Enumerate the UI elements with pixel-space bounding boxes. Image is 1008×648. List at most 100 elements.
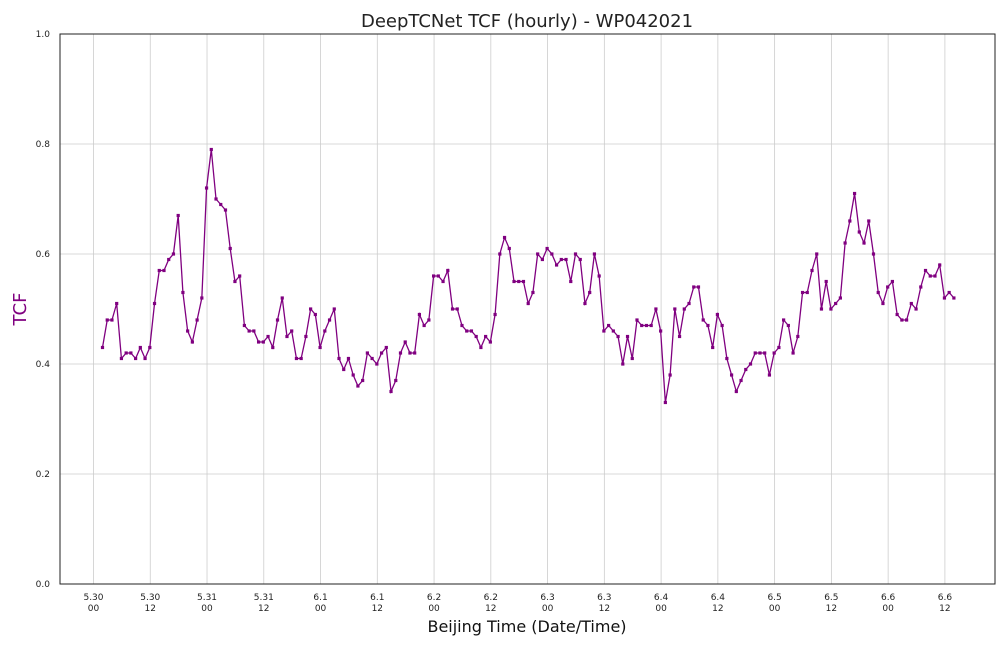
data-point bbox=[876, 290, 880, 295]
data-point bbox=[753, 351, 757, 355]
data-point bbox=[824, 279, 828, 284]
data-point bbox=[200, 296, 204, 300]
data-point bbox=[786, 323, 790, 328]
data-point bbox=[663, 400, 667, 405]
data-point bbox=[498, 252, 502, 256]
y-tick-label: 0.8 bbox=[36, 140, 51, 150]
data-point bbox=[942, 296, 947, 300]
data-point bbox=[668, 373, 672, 377]
data-point bbox=[758, 351, 762, 355]
data-point bbox=[493, 312, 497, 317]
data-point bbox=[134, 356, 138, 361]
x-tick-time: 00 bbox=[882, 604, 894, 614]
data-point bbox=[857, 230, 861, 234]
x-tick-time: 12 bbox=[712, 604, 723, 614]
data-point bbox=[517, 279, 521, 284]
data-point bbox=[256, 340, 261, 344]
tcf-series-line bbox=[101, 149, 955, 403]
data-point bbox=[625, 334, 630, 339]
data-point bbox=[706, 323, 710, 328]
data-point bbox=[323, 329, 327, 333]
x-tick-date: 6.5 bbox=[767, 593, 781, 603]
x-tick-time: 12 bbox=[372, 604, 383, 614]
data-point bbox=[644, 323, 649, 328]
data-point bbox=[938, 263, 942, 267]
data-point bbox=[129, 351, 133, 355]
data-point bbox=[583, 301, 587, 306]
data-point bbox=[214, 197, 218, 201]
data-point bbox=[720, 323, 724, 328]
x-tick-time: 00 bbox=[201, 604, 213, 614]
data-point bbox=[729, 373, 734, 377]
data-point bbox=[890, 279, 895, 284]
data-point bbox=[630, 356, 634, 361]
data-point bbox=[186, 329, 190, 333]
data-point bbox=[682, 307, 686, 311]
data-point bbox=[285, 334, 289, 339]
data-point bbox=[460, 323, 464, 328]
data-point bbox=[569, 279, 573, 284]
data-point bbox=[701, 318, 705, 322]
data-point bbox=[843, 241, 847, 245]
data-point bbox=[512, 279, 516, 284]
data-point bbox=[337, 356, 341, 361]
data-point bbox=[271, 345, 275, 350]
data-point bbox=[365, 351, 369, 355]
data-point bbox=[536, 252, 540, 256]
x-tick-time: 00 bbox=[315, 604, 327, 614]
data-point bbox=[696, 285, 701, 289]
data-point bbox=[933, 274, 937, 278]
data-point bbox=[715, 312, 719, 317]
data-point bbox=[521, 279, 526, 284]
data-point bbox=[886, 285, 890, 289]
data-point bbox=[848, 219, 852, 223]
data-point bbox=[275, 318, 280, 322]
data-point bbox=[550, 252, 554, 256]
data-point bbox=[242, 323, 246, 328]
data-point bbox=[219, 202, 223, 207]
data-point bbox=[332, 307, 336, 311]
data-point bbox=[554, 263, 559, 267]
data-point bbox=[796, 334, 800, 339]
data-point bbox=[417, 312, 422, 317]
data-point bbox=[905, 318, 909, 322]
data-point bbox=[247, 329, 251, 333]
x-axis-label: Beijing Time (Date/Time) bbox=[427, 617, 626, 636]
data-point bbox=[427, 318, 431, 322]
data-point bbox=[105, 318, 109, 322]
data-point bbox=[838, 296, 842, 300]
data-point bbox=[819, 307, 824, 311]
tcf-series-points bbox=[100, 147, 956, 405]
x-tick-date: 6.6 bbox=[881, 593, 896, 603]
data-point bbox=[422, 323, 426, 328]
data-point bbox=[157, 268, 161, 273]
data-point bbox=[342, 367, 346, 372]
x-tick-date: 6.2 bbox=[427, 593, 441, 603]
y-tick-label: 0.4 bbox=[36, 360, 51, 370]
data-point bbox=[370, 356, 374, 361]
x-tick-time: 00 bbox=[769, 604, 781, 614]
data-point bbox=[162, 268, 166, 273]
chart-title: DeepTCNet TCF (hourly) - WP042021 bbox=[361, 11, 693, 32]
data-point bbox=[375, 362, 379, 366]
data-point bbox=[592, 252, 597, 256]
data-point bbox=[711, 345, 715, 350]
data-point bbox=[564, 257, 568, 262]
x-tick-date: 6.6 bbox=[938, 593, 953, 603]
data-point bbox=[119, 356, 124, 361]
data-point bbox=[545, 246, 549, 251]
x-tick-time: 12 bbox=[599, 604, 610, 614]
x-tick-time: 12 bbox=[939, 604, 950, 614]
data-point bbox=[446, 268, 450, 273]
data-point bbox=[578, 257, 582, 262]
data-point bbox=[502, 235, 507, 240]
data-point bbox=[531, 290, 535, 295]
data-point bbox=[611, 329, 615, 333]
x-tick-time: 12 bbox=[258, 604, 269, 614]
data-point bbox=[233, 279, 237, 284]
data-point bbox=[621, 362, 625, 366]
data-point bbox=[909, 301, 913, 306]
data-point bbox=[181, 290, 185, 295]
data-point bbox=[867, 219, 871, 223]
